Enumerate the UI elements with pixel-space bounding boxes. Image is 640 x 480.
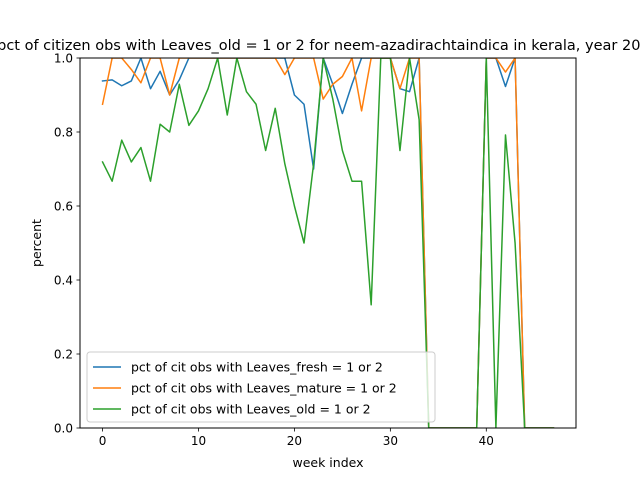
y-tick-label: 0.8 [54, 126, 73, 140]
y-tick-label: 0.6 [54, 200, 73, 214]
x-tick-label: 0 [99, 434, 107, 448]
x-axis-label: week index [292, 455, 363, 470]
legend: pct of cit obs with Leaves_fresh = 1 or … [87, 352, 435, 422]
y-tick-label: 0.0 [54, 422, 73, 436]
legend-label-2: pct of cit obs with Leaves_mature = 1 or… [131, 381, 397, 396]
x-axis-ticks: 0 10 20 30 40 [99, 428, 494, 448]
legend-label-1: pct of cit obs with Leaves_fresh = 1 or … [131, 360, 383, 375]
x-tick-label: 40 [479, 434, 494, 448]
y-tick-label: 0.2 [54, 348, 73, 362]
y-axis-ticks: 0.00.20.40.60.81.0 [54, 52, 80, 436]
chart-title: pct of citizen obs with Leaves_old = 1 o… [0, 38, 640, 54]
x-tick-label: 30 [383, 434, 398, 448]
x-tick-label: 20 [287, 434, 302, 448]
y-tick-label: 0.4 [54, 274, 73, 288]
y-axis-label: percent [29, 219, 44, 267]
legend-label-3: pct of cit obs with Leaves_old = 1 or 2 [131, 402, 371, 417]
x-tick-label: 10 [191, 434, 206, 448]
